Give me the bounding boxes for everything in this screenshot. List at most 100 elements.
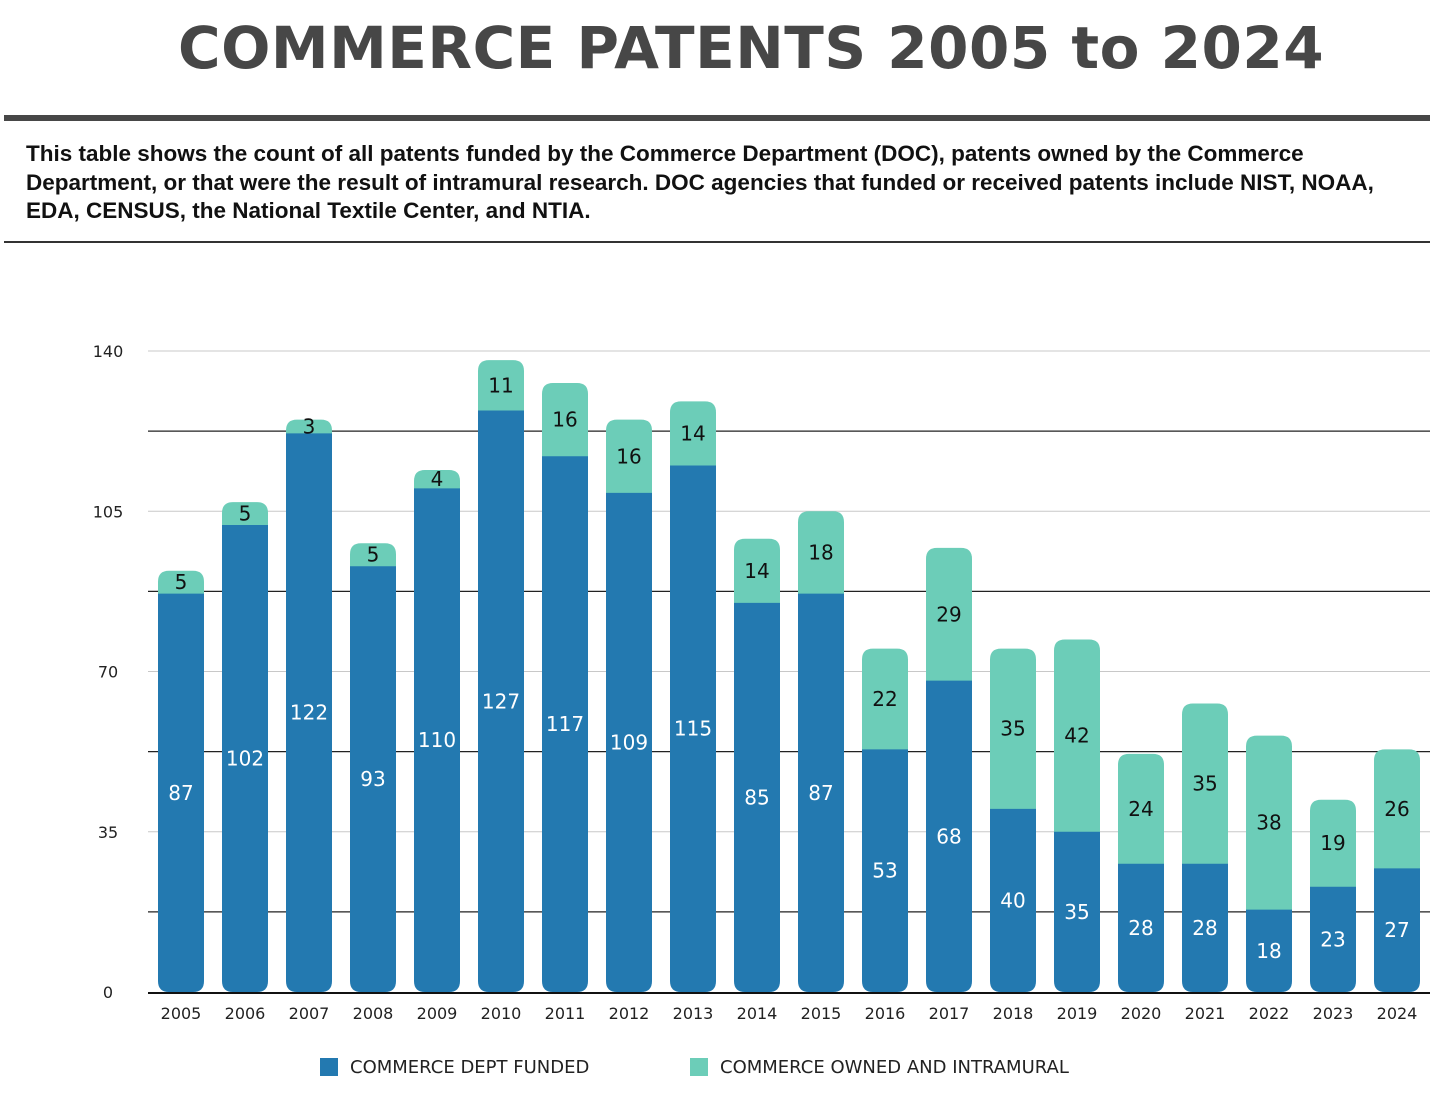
data-label-owned-intramural: 5 (175, 570, 188, 594)
data-label-owned-intramural: 5 (367, 543, 380, 567)
bar-dept-funded (542, 456, 588, 992)
description-divider (4, 241, 1430, 243)
data-label-dept-funded: 68 (936, 824, 961, 848)
x-tick-label: 2009 (417, 1004, 458, 1023)
data-label-owned-intramural: 19 (1320, 831, 1345, 855)
data-label-dept-funded: 53 (872, 859, 897, 883)
x-tick-label: 2022 (1249, 1004, 1290, 1023)
bar-dept-funded (1118, 863, 1164, 992)
y-tick-label: 35 (98, 823, 118, 842)
data-label-owned-intramural: 4 (431, 467, 444, 491)
bar-dept-funded (286, 433, 332, 992)
bar-dept-funded (1374, 868, 1420, 992)
data-label-owned-intramural: 11 (488, 373, 513, 397)
bar-dept-funded (1310, 886, 1356, 992)
data-label-dept-funded: 117 (546, 712, 584, 736)
bar-owned-intramural (350, 543, 396, 569)
title-divider (4, 115, 1430, 121)
data-label-owned-intramural: 35 (1192, 772, 1217, 796)
x-tick-label: 2013 (673, 1004, 714, 1023)
bar-owned-intramural (1182, 703, 1228, 866)
bar-dept-funded (862, 749, 908, 992)
bar-owned-intramural (478, 360, 524, 413)
data-label-dept-funded: 18 (1256, 939, 1281, 963)
bar-owned-intramural (670, 401, 716, 468)
x-tick-label: 2015 (801, 1004, 842, 1023)
data-label-dept-funded: 23 (1320, 927, 1345, 951)
data-label-dept-funded: 102 (226, 746, 264, 770)
data-label-dept-funded: 35 (1064, 900, 1089, 924)
data-label-owned-intramural: 14 (680, 421, 705, 445)
data-label-dept-funded: 122 (290, 701, 328, 725)
data-label-owned-intramural: 22 (872, 687, 897, 711)
data-label-owned-intramural: 29 (936, 602, 961, 626)
data-label-dept-funded: 87 (808, 781, 833, 805)
x-tick-label: 2014 (737, 1004, 778, 1023)
x-tick-label: 2017 (929, 1004, 970, 1023)
data-label-dept-funded: 27 (1384, 918, 1409, 942)
data-label-owned-intramural: 42 (1064, 724, 1089, 748)
legend-label: COMMERCE OWNED AND INTRAMURAL (720, 1057, 1069, 1078)
bar-owned-intramural (414, 470, 460, 491)
x-tick-label: 2012 (609, 1004, 650, 1023)
x-tick-label: 2011 (545, 1004, 586, 1023)
bar-owned-intramural (1054, 639, 1100, 834)
data-label-owned-intramural: 26 (1384, 797, 1409, 821)
data-label-owned-intramural: 35 (1000, 717, 1025, 741)
bar-dept-funded (670, 465, 716, 992)
data-label-owned-intramural: 18 (808, 540, 833, 564)
x-tick-label: 2021 (1185, 1004, 1226, 1023)
x-tick-label: 2006 (225, 1004, 266, 1023)
data-label-dept-funded: 40 (1000, 888, 1025, 912)
x-tick-label: 2016 (865, 1004, 906, 1023)
data-label-dept-funded: 109 (610, 730, 648, 754)
bar-owned-intramural (158, 570, 204, 596)
x-tick-label: 2019 (1057, 1004, 1098, 1023)
bar-dept-funded (990, 808, 1036, 992)
y-tick-label: 0 (103, 983, 113, 1002)
x-tick-label: 2020 (1121, 1004, 1162, 1023)
bar-dept-funded (414, 488, 460, 992)
bar-owned-intramural (798, 511, 844, 596)
bar-dept-funded (350, 566, 396, 992)
bar-owned-intramural (606, 419, 652, 495)
data-label-dept-funded: 93 (360, 767, 385, 791)
bar-owned-intramural (990, 648, 1036, 811)
bar-dept-funded (606, 492, 652, 992)
bar-dept-funded (1246, 909, 1292, 992)
data-label-dept-funded: 85 (744, 785, 769, 809)
y-tick-label: 140 (93, 342, 124, 361)
x-tick-label: 2005 (161, 1004, 202, 1023)
bar-dept-funded (734, 602, 780, 992)
data-label-owned-intramural: 3 (303, 415, 316, 439)
data-label-dept-funded: 110 (418, 728, 456, 752)
data-label-dept-funded: 127 (482, 689, 520, 713)
x-tick-label: 2024 (1377, 1004, 1418, 1023)
bar-dept-funded (1054, 831, 1100, 992)
bar-owned-intramural (1310, 799, 1356, 889)
bar-dept-funded (798, 593, 844, 992)
data-label-owned-intramural: 24 (1128, 797, 1153, 821)
bar-owned-intramural (286, 419, 332, 436)
bar-dept-funded (222, 524, 268, 992)
bar-owned-intramural (1246, 735, 1292, 912)
data-label-owned-intramural: 16 (616, 444, 641, 468)
x-tick-label: 2007 (289, 1004, 330, 1023)
data-label-dept-funded: 28 (1192, 916, 1217, 940)
y-tick-label: 105 (93, 502, 124, 521)
x-tick-label: 2023 (1313, 1004, 1354, 1023)
bar-dept-funded (1182, 863, 1228, 992)
x-tick-label: 2010 (481, 1004, 522, 1023)
legend-swatch (320, 1058, 338, 1076)
data-label-owned-intramural: 38 (1256, 811, 1281, 835)
bar-dept-funded (158, 593, 204, 992)
bar-owned-intramural (1374, 749, 1420, 871)
data-label-dept-funded: 115 (674, 717, 712, 741)
bar-owned-intramural (862, 648, 908, 752)
legend-swatch (690, 1058, 708, 1076)
y-tick-label: 70 (98, 663, 118, 682)
x-tick-label: 2018 (993, 1004, 1034, 1023)
data-label-dept-funded: 87 (168, 781, 193, 805)
bar-owned-intramural (222, 502, 268, 527)
